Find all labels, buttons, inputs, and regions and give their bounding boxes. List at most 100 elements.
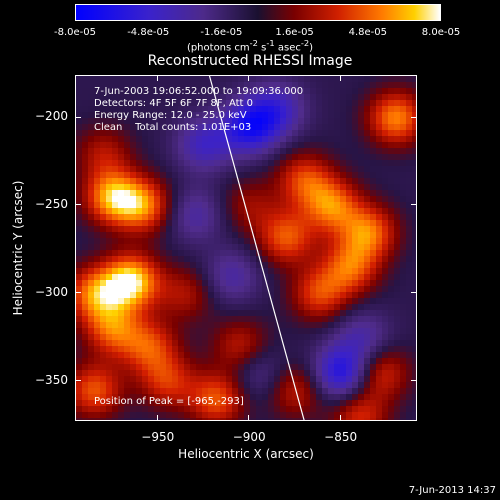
heatmap-cell <box>328 304 334 310</box>
heatmap-cell <box>262 322 268 328</box>
heatmap-cell <box>304 256 310 262</box>
heatmap-cell <box>232 394 238 400</box>
heatmap-cell <box>274 298 280 304</box>
heatmap-cell <box>112 364 118 370</box>
heatmap-cell <box>214 142 220 148</box>
heatmap-cell <box>148 154 154 160</box>
heatmap-cell <box>130 184 136 190</box>
heatmap-cell <box>202 304 208 310</box>
heatmap-cell <box>100 76 106 82</box>
heatmap-cell <box>88 82 94 88</box>
method-annotation: Clean Total counts: 1.01E+03 <box>94 122 252 133</box>
heatmap-cell <box>136 94 142 100</box>
heatmap-cell <box>214 220 220 226</box>
heatmap-cell <box>178 388 184 394</box>
heatmap-cell <box>178 418 184 420</box>
heatmap-cell <box>196 256 202 262</box>
heatmap-cell <box>412 406 416 412</box>
heatmap-cell <box>370 196 376 202</box>
heatmap-cell <box>130 412 136 418</box>
heatmap-cell <box>262 304 268 310</box>
heatmap-cell <box>82 328 88 334</box>
heatmap-cell <box>172 370 178 376</box>
heatmap-cell <box>382 238 388 244</box>
heatmap-cell <box>106 280 112 286</box>
heatmap-cell <box>310 160 316 166</box>
heatmap-cell <box>238 328 244 334</box>
heatmap-cell <box>346 184 352 190</box>
heatmap-cell <box>412 286 416 292</box>
heatmap-cell <box>274 268 280 274</box>
heatmap-cell <box>316 352 322 358</box>
heatmap-cell <box>412 154 416 160</box>
heatmap-cell <box>202 106 208 112</box>
heatmap-cell <box>112 166 118 172</box>
heatmap-cell <box>322 322 328 328</box>
heatmap-cell <box>208 226 214 232</box>
heatmap-cell <box>190 292 196 298</box>
heatmap-cell <box>280 226 286 232</box>
heatmap-cell <box>262 166 268 172</box>
heatmap-cell <box>292 172 298 178</box>
heatmap-cell <box>130 358 136 364</box>
heatmap-cell <box>232 118 238 124</box>
heatmap-cell <box>76 160 82 166</box>
heatmap-cell <box>286 88 292 94</box>
heatmap-cell <box>160 172 166 178</box>
heatmap-cell <box>226 118 232 124</box>
heatmap-cell <box>400 286 406 292</box>
heatmap-cell <box>250 388 256 394</box>
heatmap-cell <box>202 160 208 166</box>
heatmap-cell <box>244 394 250 400</box>
heatmap-cell <box>232 88 238 94</box>
heatmap-cell <box>136 76 142 82</box>
heatmap-cell <box>196 166 202 172</box>
heatmap-cell <box>274 364 280 370</box>
heatmap-cell <box>310 364 316 370</box>
heatmap-cell <box>124 280 130 286</box>
heatmap-cell <box>208 100 214 106</box>
heatmap-cell <box>256 106 262 112</box>
heatmap-cell <box>262 148 268 154</box>
heatmap-cell <box>82 208 88 214</box>
heatmap-cell <box>244 76 250 82</box>
heatmap-cell <box>190 328 196 334</box>
heatmap-cell <box>250 316 256 322</box>
heatmap-cell <box>172 388 178 394</box>
heatmap-cell <box>370 364 376 370</box>
heatmap-cell <box>190 340 196 346</box>
heatmap-cell <box>106 262 112 268</box>
heatmap-cell <box>178 106 184 112</box>
heatmap-cell <box>160 232 166 238</box>
heatmap-cell <box>400 352 406 358</box>
heatmap-cell <box>406 94 412 100</box>
heatmap-cell <box>394 334 400 340</box>
heatmap-cell <box>88 328 94 334</box>
heatmap-cell <box>100 232 106 238</box>
heatmap-cell <box>244 310 250 316</box>
heatmap-cell <box>226 298 232 304</box>
heatmap-cell <box>358 118 364 124</box>
heatmap-cell <box>100 328 106 334</box>
heatmap-cell <box>130 286 136 292</box>
heatmap-cell <box>358 334 364 340</box>
heatmap-cell <box>202 358 208 364</box>
heatmap-cell <box>382 136 388 142</box>
heatmap-cell <box>406 220 412 226</box>
heatmap-cell <box>238 136 244 142</box>
heatmap-cell <box>406 304 412 310</box>
heatmap-cell <box>160 82 166 88</box>
heatmap-cell <box>130 370 136 376</box>
heatmap-cell <box>352 238 358 244</box>
heatmap-cell <box>382 250 388 256</box>
heatmap-cell <box>106 394 112 400</box>
heatmap-cell <box>196 334 202 340</box>
heatmap-cell <box>406 286 412 292</box>
heatmap-cell <box>370 154 376 160</box>
heatmap-cell <box>106 166 112 172</box>
heatmap-cell <box>118 76 124 82</box>
heatmap-cell <box>304 250 310 256</box>
heatmap-cell <box>352 334 358 340</box>
heatmap-cell <box>280 394 286 400</box>
heatmap-cell <box>124 250 130 256</box>
